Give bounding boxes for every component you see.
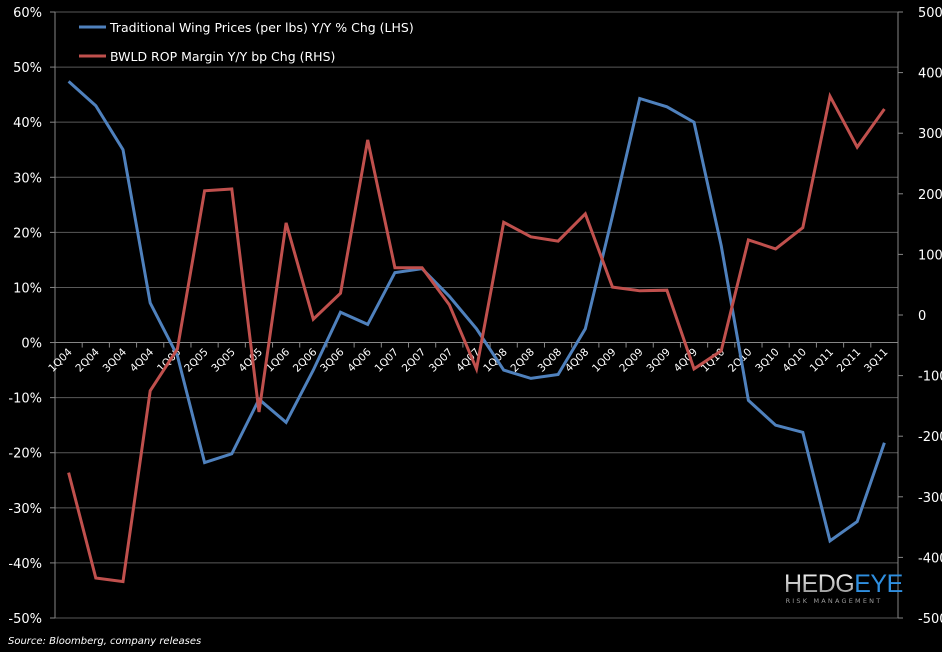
x-axis-label: 3Q04 xyxy=(101,346,130,375)
right-axis-label: 200 xyxy=(918,188,942,203)
left-axis-label: 50% xyxy=(13,61,42,76)
right-axis-label: 0 xyxy=(918,309,926,324)
source-note: Source: Bloomberg, company releases xyxy=(8,636,202,647)
rop-margin-line xyxy=(67,91,886,584)
x-axis-label: 4Q04 xyxy=(128,346,157,375)
left-axis-label: 30% xyxy=(13,171,42,186)
x-axis-label: 4Q06 xyxy=(345,346,374,375)
left-axis-label: -40% xyxy=(8,557,42,572)
x-axis-label: 3Q10 xyxy=(753,346,782,375)
x-axis-label: 2Q07 xyxy=(400,346,429,375)
right-axis-label: 300 xyxy=(918,127,942,142)
x-axis-label: 3Q11 xyxy=(862,346,891,375)
right-axis-label: -300 xyxy=(918,491,942,506)
x-axis-label: 1Q11 xyxy=(808,346,837,375)
right-axis-label: 400 xyxy=(918,67,942,82)
x-axis-label: 2Q05 xyxy=(182,346,211,375)
left-y-axis-labels: 60% 50% 40% 30% 20% 10% 0% -10% -20% -30% -40% -50% xyxy=(8,6,42,627)
logo-eye: EYE xyxy=(854,570,903,598)
series-lines xyxy=(67,80,886,584)
right-axis-label: 100 xyxy=(918,248,942,263)
left-axis-label: 20% xyxy=(13,226,42,241)
left-axis-label: 10% xyxy=(13,281,42,296)
right-axis-label: -100 xyxy=(918,370,942,385)
gridlines xyxy=(55,11,898,619)
logo-hedg: HEDG xyxy=(784,570,855,598)
x-axis-label: 1Q10 xyxy=(699,346,728,375)
right-axis-label: -400 xyxy=(918,551,942,566)
wing-prices-line xyxy=(67,80,886,544)
left-axis-label: 60% xyxy=(13,6,42,21)
left-axis-label: -30% xyxy=(8,502,42,517)
left-axis-label: 0% xyxy=(21,337,42,352)
x-axis-label: 1Q04 xyxy=(46,346,75,375)
left-axis-label: 40% xyxy=(13,116,42,131)
hedgeye-logo: HEDGEYE RISK MANAGEMENT xyxy=(784,570,903,606)
x-axis-label: 2Q11 xyxy=(835,346,864,375)
left-axis-label: -10% xyxy=(8,392,42,407)
left-axis-label: -20% xyxy=(8,447,42,462)
logo-subtitle: RISK MANAGEMENT xyxy=(785,597,883,605)
x-axis-label: 1Q09 xyxy=(590,346,619,375)
x-axis-label: 2Q09 xyxy=(617,346,646,375)
right-y-axis-labels: 500 400 300 200 100 0 -100 -200 -300 -400 -500 xyxy=(918,6,942,627)
x-axis-label: 3Q07 xyxy=(427,346,456,375)
right-axis-label: -200 xyxy=(918,430,942,445)
legend-label-rop-margin: BWLD ROP Margin Y/Y bp Chg (RHS) xyxy=(110,49,335,64)
legend-label-wing-prices: Traditional Wing Prices (per lbs) Y/Y % … xyxy=(109,20,414,35)
right-axis-label: -500 xyxy=(918,612,942,627)
x-axis-label: 2Q06 xyxy=(291,346,320,375)
x-axis-label: 3Q05 xyxy=(209,346,238,375)
x-axis-label: 3Q09 xyxy=(644,346,673,375)
x-axis-label: 2Q04 xyxy=(73,346,102,375)
x-axis-label: 4Q09 xyxy=(672,346,701,375)
logo-wordmark: HEDGEYE xyxy=(784,570,903,598)
left-axis-label: -50% xyxy=(8,612,42,627)
axes xyxy=(50,11,903,619)
x-axis-label: 2Q08 xyxy=(509,346,538,375)
right-axis-label: 500 xyxy=(918,6,942,21)
x-axis-label: 4Q10 xyxy=(780,346,809,375)
x-axis-label: 1Q07 xyxy=(373,346,402,375)
legend: Traditional Wing Prices (per lbs) Y/Y % … xyxy=(79,20,414,64)
